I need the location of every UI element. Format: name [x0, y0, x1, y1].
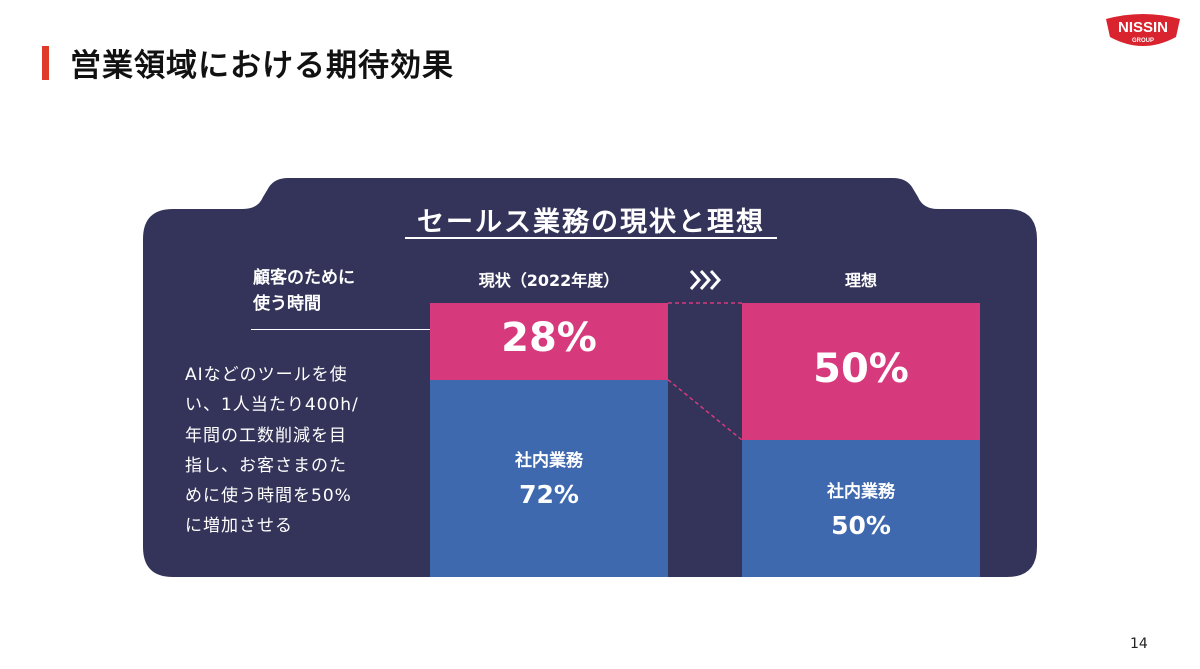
- description-line: 指し、お客さまのた: [185, 455, 347, 476]
- description-line: 年間の工数削減を目: [185, 425, 347, 446]
- customer-time-leader-line: [251, 329, 461, 330]
- connector-split-line: [667, 379, 743, 441]
- title-accent-bar: [42, 46, 49, 80]
- bar-connector-lines: [667, 302, 743, 441]
- chevron-double-right-icon: [689, 269, 723, 295]
- panel-heading-underline: [405, 237, 777, 239]
- bar-segment-internal-0: [430, 379, 668, 577]
- description-line: めに使う時間を50%: [185, 486, 352, 506]
- description-text: AIなどのツールを使 い、1人当たり400h/ 年間の工数削減を目 指し、お客さ…: [185, 360, 390, 542]
- chart-panel: セールス業務の現状と理想 顧客のために 使う時間 AIなどのツールを使 い、1人…: [143, 175, 1037, 577]
- logo-sub-wordmark: GROUP: [1132, 38, 1154, 44]
- bar-value-label-internal: 72%: [519, 480, 579, 510]
- category-label-ideal: 理想: [844, 271, 877, 290]
- description-line: AIなどのツールを使: [185, 365, 348, 385]
- bar-value-label-internal: 50%: [831, 510, 891, 540]
- bar-segment-customer-time-1: [742, 303, 980, 440]
- category-label-current: 現状（2022年度）: [478, 271, 620, 290]
- customer-time-label-line1: 顧客のために: [253, 268, 355, 288]
- panel-heading: セールス業務の現状と理想: [417, 207, 765, 238]
- customer-time-label: 顧客のために 使う時間: [253, 265, 403, 318]
- page-number: 14: [1130, 636, 1148, 652]
- logo-wordmark: NISSIN: [1118, 19, 1168, 36]
- bar-segment-customer-time-0: [430, 303, 668, 380]
- bar-series-label-internal: 社内業務: [827, 481, 895, 502]
- description-line: に増加させる: [185, 516, 293, 537]
- bar-series-label-internal: 社内業務: [515, 451, 583, 472]
- bar-value-label-customer-time: 50%: [813, 345, 909, 392]
- customer-time-label-line2: 使う時間: [253, 294, 321, 315]
- nissin-group-logo: NISSIN GROUP: [1104, 13, 1182, 53]
- bar-value-label-customer-time: 28%: [501, 315, 597, 362]
- page-title: 営業領域における期待効果: [70, 48, 454, 84]
- description-line: い、1人当たり400h/: [185, 395, 359, 416]
- bar-segment-internal-1: [742, 440, 980, 577]
